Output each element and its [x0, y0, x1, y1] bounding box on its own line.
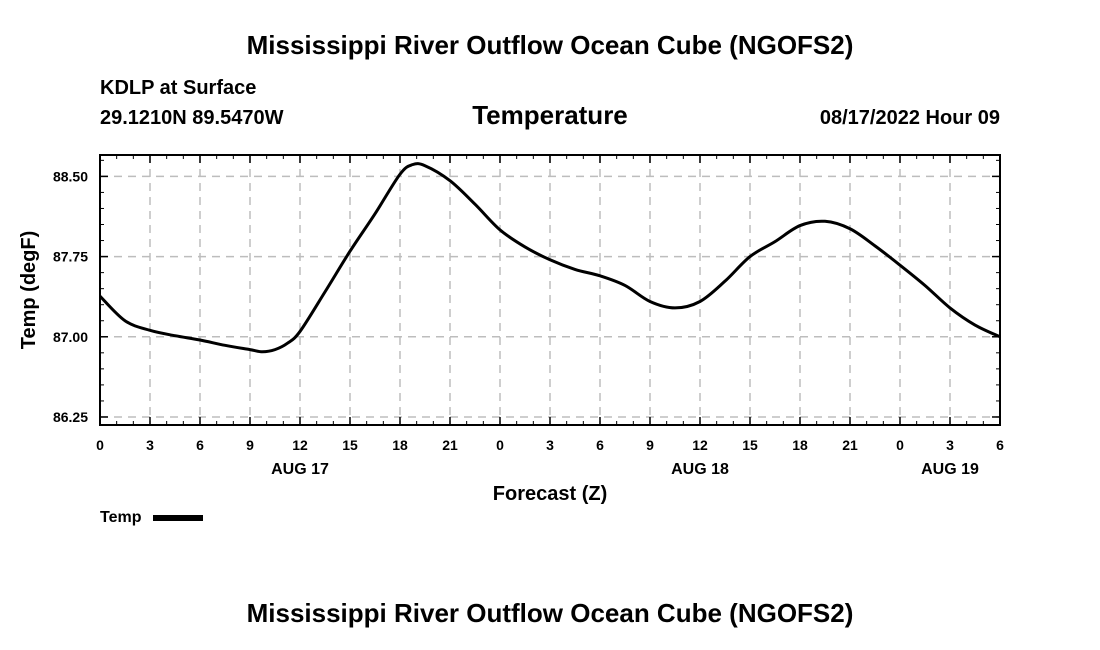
x-tick-label: 15: [742, 437, 758, 453]
station-coordinates: 29.1210N 89.5470W: [100, 107, 284, 129]
x-tick-label: 18: [392, 437, 408, 453]
x-tick-label: 21: [842, 437, 858, 453]
x-tick-label: 18: [792, 437, 808, 453]
station-label: KDLP at Surface: [100, 77, 257, 99]
y-tick-label: 87.00: [53, 329, 88, 345]
footer-title: Mississippi River Outflow Ocean Cube (NG…: [246, 598, 854, 628]
x-tick-label: 6: [196, 437, 204, 453]
x-tick-label: 12: [692, 437, 708, 453]
y-tick-label: 88.50: [53, 168, 88, 184]
y-tick-label: 87.75: [53, 249, 88, 265]
legend-swatch: [153, 514, 204, 521]
x-tick-label: 3: [546, 437, 554, 453]
x-date-label: AUG 17: [271, 461, 329, 478]
x-tick-label: 6: [996, 437, 1004, 453]
x-tick-label: 3: [146, 437, 154, 453]
forecast-datetime: 08/17/2022 Hour 09: [819, 107, 1000, 129]
x-tick-label: 0: [496, 437, 504, 453]
x-tick-label: 0: [96, 437, 104, 453]
x-tick-label: 15: [342, 437, 358, 453]
x-tick-label: 9: [646, 437, 654, 453]
x-tick-label: 21: [442, 437, 458, 453]
x-tick-label: 3: [946, 437, 954, 453]
chart-title: Temperature: [472, 100, 628, 130]
x-date-label: AUG 19: [921, 461, 979, 478]
x-tick-label: 9: [246, 437, 254, 453]
y-tick-label: 86.25: [53, 409, 88, 425]
x-tick-label: 6: [596, 437, 604, 453]
legend: Temp: [100, 509, 204, 527]
x-tick-label: 12: [292, 437, 308, 453]
y-axis-label: Temp (degF): [18, 231, 40, 350]
series-line-temp: [98, 162, 1001, 354]
x-axis-label: Forecast (Z): [493, 483, 607, 505]
legend-label: Temp: [100, 509, 142, 526]
main-title: Mississippi River Outflow Ocean Cube (NG…: [246, 30, 854, 60]
x-date-label: AUG 18: [671, 461, 729, 478]
x-tick-label: 0: [896, 437, 904, 453]
